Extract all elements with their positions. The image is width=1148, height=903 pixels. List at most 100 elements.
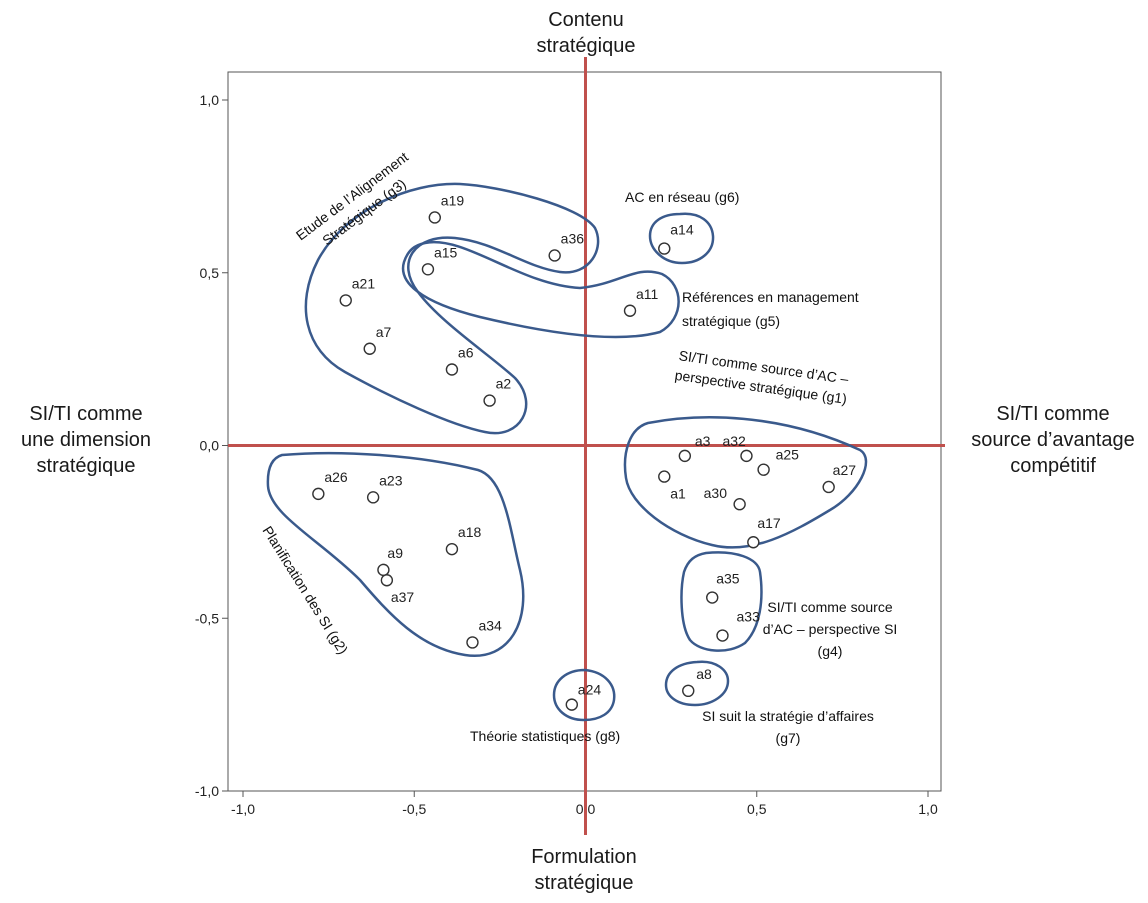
group-label-line: (g7) — [776, 730, 801, 746]
point-label-a17: a17 — [757, 515, 781, 531]
point-a14 — [658, 242, 671, 255]
y-tick-label: 0,5 — [200, 265, 220, 281]
axis-word-top: Contenu stratégique — [537, 9, 636, 57]
group-outline-g2 — [266, 451, 525, 658]
point-a37 — [380, 574, 394, 587]
group-label-line: SI suit la stratégie d’affaires — [702, 708, 874, 724]
y-tick-label: 1,0 — [200, 92, 220, 108]
quadrant-lines — [228, 57, 945, 835]
point-a25 — [757, 463, 770, 476]
group-outline-g5 — [401, 240, 680, 339]
x-tick-label: -0,5 — [402, 801, 426, 817]
group-label-g6: AC en réseau (g6) — [625, 189, 739, 205]
y-tick-label: 0,0 — [200, 438, 220, 454]
group-outline-g8 — [552, 668, 616, 722]
axis-word-bottom-line: stratégique — [535, 872, 634, 894]
point-label-a7: a7 — [376, 324, 392, 340]
group-outline-g3 — [304, 182, 600, 435]
group-label-line: Théorie statistiques (g8) — [470, 728, 620, 744]
point-label-a8: a8 — [696, 666, 712, 682]
point-label-a32: a32 — [722, 433, 746, 449]
point-label-a19: a19 — [441, 192, 465, 208]
point-a19 — [428, 211, 441, 224]
group-label-line: (g4) — [818, 643, 843, 659]
axis-word-left-line: une dimension — [21, 429, 151, 451]
group-outline-g4 — [680, 551, 763, 652]
tick-group: -1,0-0,50,00,51,01,00,50,0-0,5-1,0 — [195, 92, 938, 817]
point-label-a27: a27 — [833, 462, 857, 478]
point-a11 — [623, 304, 637, 317]
point-a26 — [312, 487, 325, 501]
point-label-a35: a35 — [716, 571, 740, 587]
point-label-a15: a15 — [434, 244, 458, 260]
group-label-g5: Références en management stratégique (g5) — [682, 289, 859, 329]
x-tick-label: -1,0 — [231, 801, 255, 817]
point-a2 — [483, 394, 496, 407]
point-a27 — [822, 480, 835, 494]
point-label-a1: a1 — [670, 486, 686, 502]
group-outline-g6 — [648, 212, 715, 265]
group-label-line: SI/TI comme source — [767, 599, 892, 615]
x-tick-label: 1,0 — [918, 801, 938, 817]
point-label-a3: a3 — [695, 433, 711, 449]
point-a7 — [363, 342, 376, 355]
y-tick-label: -0,5 — [195, 610, 219, 626]
group-outlines — [266, 182, 868, 722]
point-label-a37: a37 — [391, 589, 415, 605]
point-a17 — [747, 536, 760, 549]
point-a30 — [733, 498, 746, 511]
point-label-a23: a23 — [379, 472, 403, 488]
point-label-a34: a34 — [478, 617, 502, 633]
point-label-a33: a33 — [737, 609, 761, 625]
point-label-a2: a2 — [496, 376, 512, 392]
axis-words-layer: Contenu stratégique Formulation stratégique… — [21, 9, 1135, 894]
point-a8 — [682, 684, 695, 698]
points-layer: a1 a2 a3 a32 a25 a27 a30 a17 a6 a7 a21 a15 a19 a36 a14… — [312, 192, 857, 711]
axis-word-top-line: stratégique — [537, 35, 636, 57]
point-a18 — [445, 542, 459, 556]
point-a3 — [678, 449, 692, 463]
group-label-g8: Théorie statistiques (g8) — [470, 728, 620, 744]
x-tick-label: 0,5 — [747, 801, 767, 817]
point-a35 — [706, 591, 719, 604]
point-label-a21: a21 — [352, 275, 376, 291]
point-a6 — [445, 363, 459, 376]
axis-word-bottom-line: Formulation — [531, 846, 637, 868]
axis-word-right-line: source d’avantage — [971, 429, 1134, 451]
axis-word-left-line: SI/TI comme — [29, 403, 142, 425]
point-label-a36: a36 — [561, 230, 585, 246]
group-label-g4: SI/TI comme source d’AC – perspective SI (… — [763, 599, 898, 659]
group-outline-g7 — [664, 660, 730, 707]
point-label-a18: a18 — [458, 524, 482, 540]
point-label-a14: a14 — [670, 222, 694, 238]
group-label-line: d’AC – perspective SI — [763, 621, 898, 637]
point-a15 — [421, 263, 435, 276]
group-label-line: stratégique (g5) — [682, 313, 780, 329]
point-label-a24: a24 — [578, 682, 602, 698]
axis-word-left: SI/TI comme une dimension stratégique — [21, 403, 151, 477]
point-label-a11: a11 — [636, 286, 659, 302]
point-a21 — [339, 294, 352, 307]
axis-word-bottom: Formulation stratégique — [531, 846, 637, 894]
point-a34 — [466, 636, 479, 649]
group-label-line: AC en réseau (g6) — [625, 189, 739, 205]
point-label-a30: a30 — [704, 485, 728, 501]
point-label-a9: a9 — [387, 545, 403, 561]
point-a36 — [548, 249, 561, 262]
axis-word-right-line: SI/TI comme — [996, 403, 1109, 425]
group-label-line: Références en management — [682, 289, 859, 305]
point-a32 — [740, 449, 753, 463]
y-tick-label: -1,0 — [195, 783, 219, 799]
point-label-a26: a26 — [324, 469, 348, 485]
axis-word-left-line: stratégique — [37, 455, 136, 477]
group-outline-g1 — [623, 416, 868, 549]
point-a1 — [658, 470, 671, 483]
axis-word-right: SI/TI comme source d’avantage compétitif — [971, 403, 1134, 477]
axis-word-top-line: Contenu — [548, 9, 624, 31]
point-label-a25: a25 — [776, 447, 800, 463]
point-a23 — [366, 491, 380, 504]
point-a24 — [565, 698, 578, 711]
group-label-g7: SI suit la stratégie d’affaires (g7) — [702, 708, 874, 746]
